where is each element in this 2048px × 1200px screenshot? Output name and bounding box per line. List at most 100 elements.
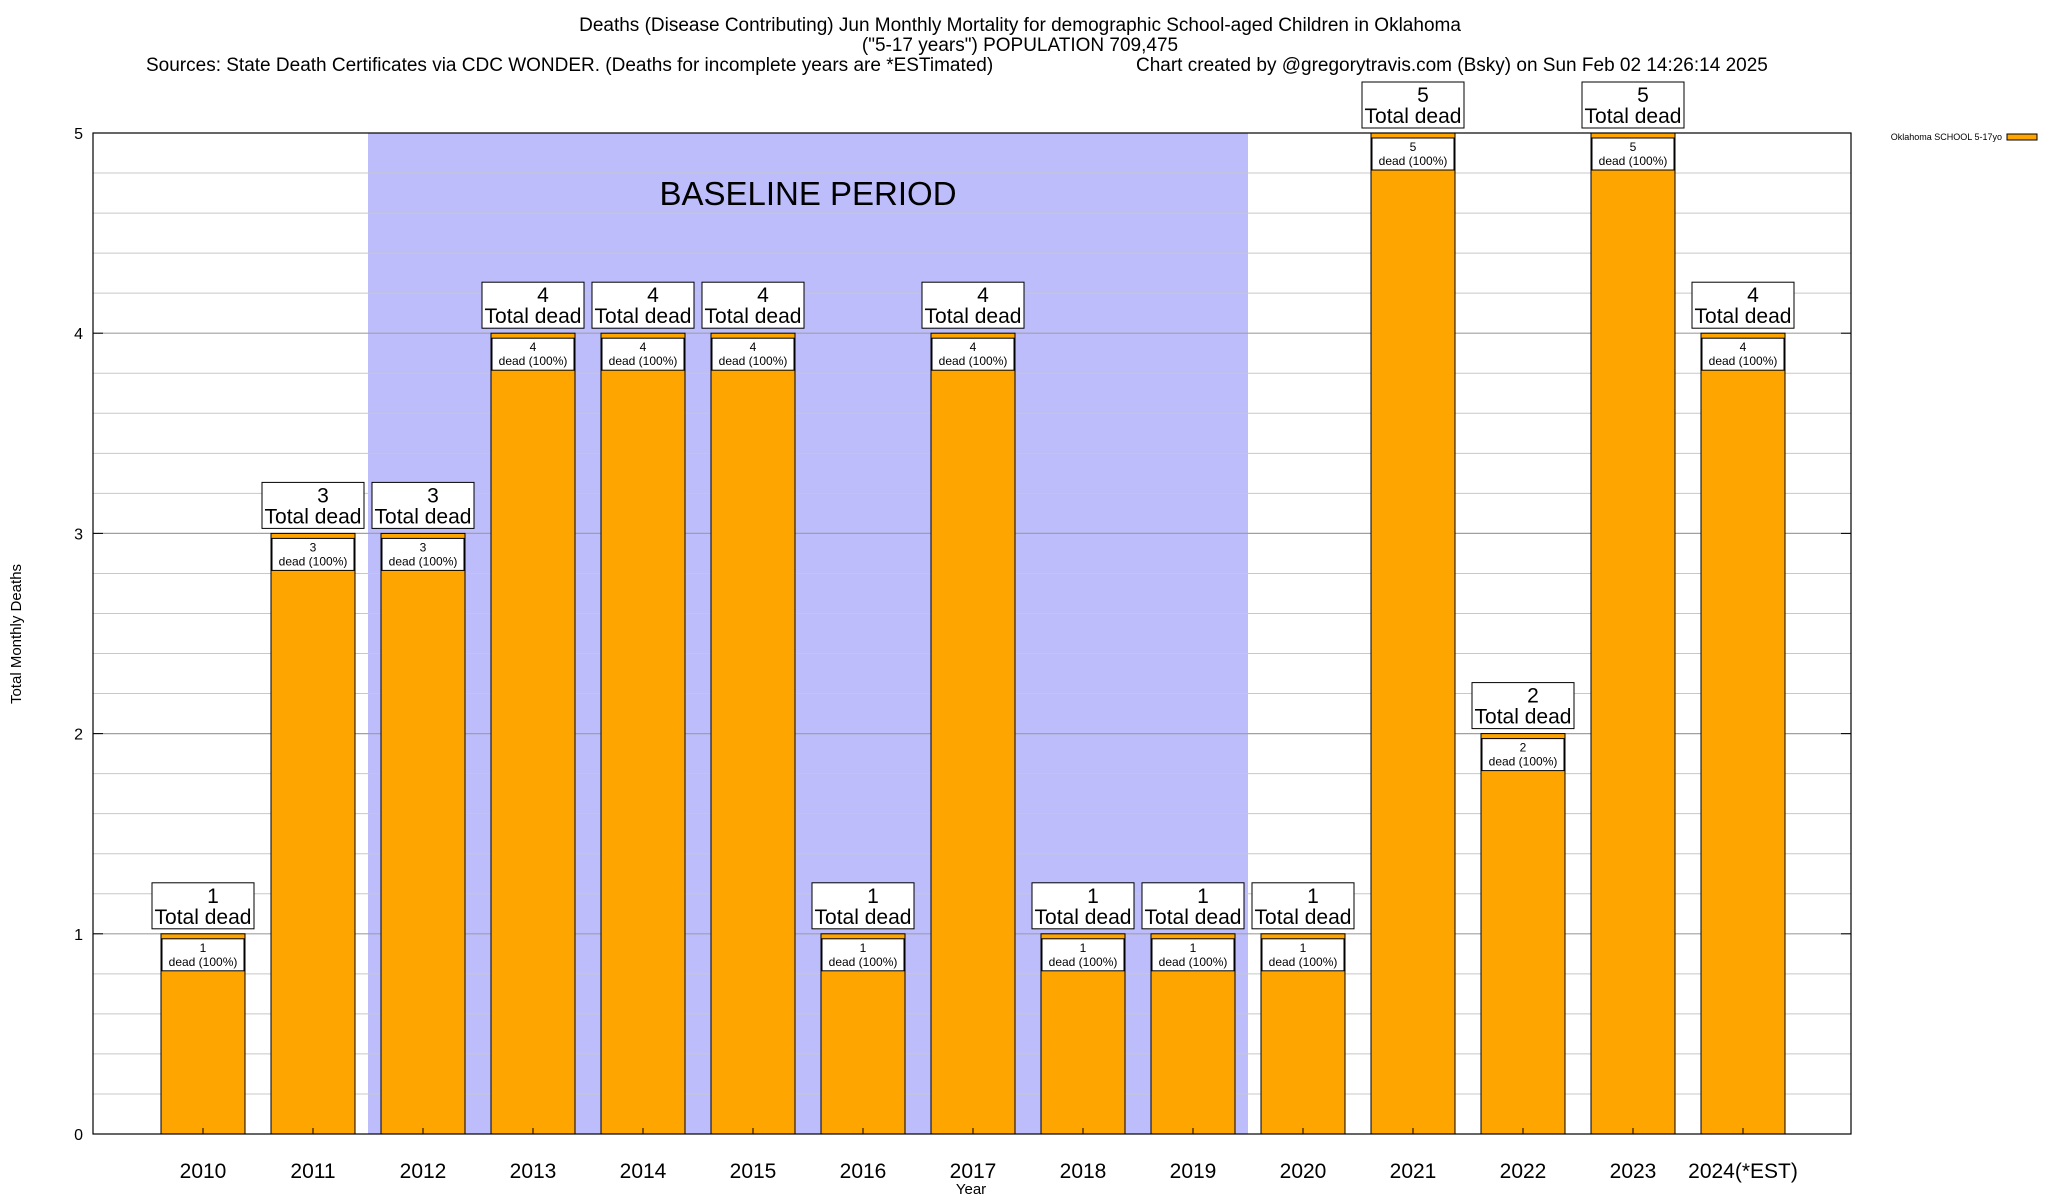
- bar-total-label: Total dead: [265, 505, 362, 528]
- bar-total-count: 5: [1637, 84, 1649, 107]
- bar-inner-label-box: [271, 537, 355, 571]
- bar-inner-label: dead (100%): [1709, 354, 1778, 368]
- bar-total-count: 4: [647, 284, 659, 307]
- bar-inner-label: dead (100%): [1269, 955, 1338, 969]
- bar-total-count: 1: [1307, 885, 1319, 908]
- bar-total-count: 1: [207, 885, 219, 908]
- bar: [1700, 332, 1786, 1135]
- bar-total-label-box: [811, 882, 915, 930]
- x-tick-label: 2017: [950, 1160, 997, 1183]
- bar-inner-label-box: [491, 337, 575, 371]
- bar-inner-label-box: [1371, 137, 1455, 171]
- bar-total-label-box: [1471, 682, 1575, 730]
- y-tick-label: 0: [74, 1127, 83, 1144]
- bar-inner-label: dead (100%): [1159, 955, 1228, 969]
- bar-inner-count: 3: [310, 540, 317, 554]
- bar-inner-count: 4: [530, 340, 537, 354]
- legend: Oklahoma SCHOOL 5-17yo: [1891, 132, 2038, 142]
- bar-inner-label: dead (100%): [1049, 955, 1118, 969]
- x-tick-label: 2011: [290, 1160, 335, 1183]
- bar-total-label: Total dead: [485, 305, 582, 328]
- x-tick-label: 2010: [180, 1160, 227, 1183]
- bar-inner-label-box: [601, 337, 685, 371]
- bar-inner-count: 4: [970, 340, 977, 354]
- y-tick-label: 1: [74, 927, 83, 944]
- bar-inner-count: 3: [420, 540, 427, 554]
- bar-inner-label: dead (100%): [609, 354, 678, 368]
- bar-inner-label-box: [381, 537, 465, 571]
- bar-inner-count: 5: [1630, 140, 1637, 154]
- bar-total-label-box: [1361, 81, 1465, 129]
- bar-total-label-box: [701, 281, 805, 329]
- x-tick-label: 2012: [400, 1160, 447, 1183]
- bar-total-label-box: [481, 281, 585, 329]
- bar-total-label: Total dead: [1475, 706, 1572, 729]
- baseline-period-label: BASELINE PERIOD: [659, 175, 956, 212]
- bar-inner-count: 1: [860, 941, 867, 955]
- bar-inner-label-box: [1591, 137, 1675, 171]
- bar-total-label-box: [1031, 882, 1135, 930]
- bar-total-label-box: [591, 281, 695, 329]
- bar-total-label-box: [1581, 81, 1685, 129]
- bar-inner-label: dead (100%): [169, 955, 238, 969]
- bar: [380, 532, 466, 1135]
- x-tick-label: 2022: [1500, 1160, 1547, 1183]
- bar-inner-label: dead (100%): [1379, 154, 1448, 168]
- x-tick-label: 2016: [840, 1160, 887, 1183]
- bar: [270, 532, 356, 1135]
- bar-inner-label: dead (100%): [389, 554, 458, 568]
- x-tick-label: 2024(*EST): [1688, 1160, 1798, 1183]
- bar-total-label: Total dead: [1145, 906, 1242, 929]
- bar-inner-label-box: [931, 337, 1015, 371]
- bar: [930, 332, 1016, 1135]
- chart-title-line-2: ("5-17 years") POPULATION 709,475: [862, 35, 1178, 56]
- bar-inner-label-box: [821, 938, 905, 972]
- chart-credit-line: Chart created by @gregorytravis.com (Bsk…: [1136, 55, 1768, 76]
- bar-total-label-box: [371, 481, 475, 529]
- bar-inner-label-box: [1701, 337, 1785, 371]
- bar-total-count: 1: [1197, 885, 1209, 908]
- y-axis: 0 1 2 3 4 5: [74, 126, 1851, 1144]
- bar-total-label: Total dead: [705, 305, 802, 328]
- bar-total-label: Total dead: [815, 906, 912, 929]
- bar-inner-count: 5: [1410, 140, 1417, 154]
- bar-total-count: 1: [867, 885, 879, 908]
- chart-title-line-1: Deaths (Disease Contributing) Jun Monthl…: [579, 15, 1461, 36]
- bar-total-count: 3: [427, 484, 439, 507]
- y-tick-label: 5: [74, 126, 83, 143]
- bar-inner-label-box: [1481, 738, 1565, 772]
- x-tick-label: 2021: [1390, 1160, 1437, 1183]
- bar-inner-count: 4: [640, 340, 647, 354]
- y-tick-label: 2: [74, 727, 83, 744]
- bar-inner-label: dead (100%): [1599, 154, 1668, 168]
- bar-total-label: Total dead: [155, 906, 252, 929]
- bar-total-label-box: [1141, 882, 1245, 930]
- bar-total-count: 4: [1747, 284, 1759, 307]
- x-tick-label: 2023: [1610, 1160, 1657, 1183]
- bar-total-label-box: [151, 882, 255, 930]
- bar-inner-label: dead (100%): [719, 354, 788, 368]
- bar-inner-count: 1: [1190, 941, 1197, 955]
- bar-total-label: Total dead: [1695, 305, 1792, 328]
- bar-inner-label: dead (100%): [939, 354, 1008, 368]
- bar-inner-label: dead (100%): [499, 354, 568, 368]
- y-axis-title: Total Monthly Deaths: [8, 564, 25, 704]
- bar: [1370, 132, 1456, 1135]
- bar-total-label-box: [1691, 281, 1795, 329]
- bar-total-label: Total dead: [595, 305, 692, 328]
- bar-inner-count: 1: [1080, 941, 1087, 955]
